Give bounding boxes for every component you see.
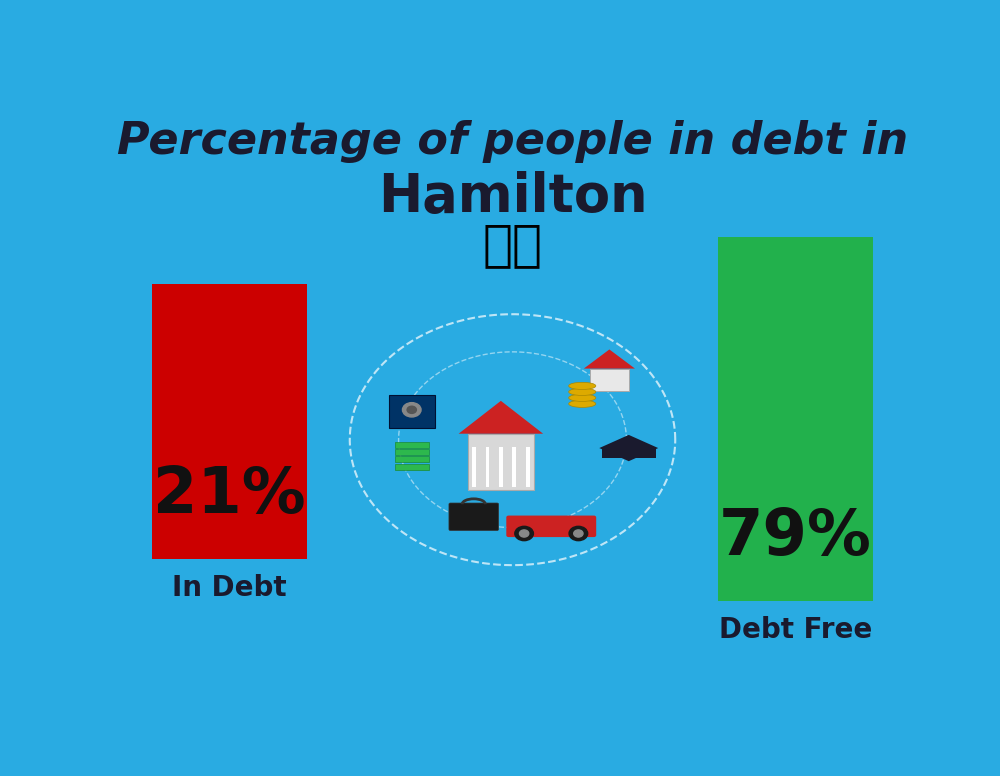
Circle shape — [402, 403, 421, 417]
Bar — [152, 284, 307, 559]
Circle shape — [515, 526, 533, 541]
Bar — [395, 442, 429, 448]
Ellipse shape — [569, 388, 596, 396]
Bar — [468, 434, 534, 490]
Text: Percentage of people in debt in: Percentage of people in debt in — [117, 120, 908, 163]
Bar — [526, 447, 530, 487]
Ellipse shape — [569, 394, 596, 401]
Text: 21%: 21% — [153, 464, 306, 526]
Bar — [395, 449, 429, 456]
Polygon shape — [599, 435, 658, 461]
FancyBboxPatch shape — [506, 515, 596, 537]
Bar — [388, 395, 435, 428]
Bar — [602, 448, 656, 458]
Bar — [395, 456, 429, 462]
Bar — [472, 447, 476, 487]
Bar — [718, 237, 873, 601]
Text: Debt Free: Debt Free — [719, 616, 872, 644]
Bar — [395, 463, 429, 469]
Circle shape — [407, 406, 416, 414]
Text: 79%: 79% — [719, 506, 872, 568]
Ellipse shape — [569, 383, 596, 390]
Circle shape — [569, 526, 588, 541]
FancyBboxPatch shape — [449, 503, 499, 531]
Bar — [512, 447, 516, 487]
Polygon shape — [459, 401, 543, 434]
Bar — [499, 447, 503, 487]
Text: Hamilton: Hamilton — [378, 171, 647, 223]
Circle shape — [574, 530, 583, 537]
Polygon shape — [584, 349, 635, 369]
Ellipse shape — [569, 400, 596, 407]
Circle shape — [519, 530, 529, 537]
Text: 🇳🇿: 🇳🇿 — [482, 222, 542, 269]
Text: In Debt: In Debt — [172, 574, 287, 602]
Bar — [590, 369, 629, 391]
Bar — [486, 447, 489, 487]
